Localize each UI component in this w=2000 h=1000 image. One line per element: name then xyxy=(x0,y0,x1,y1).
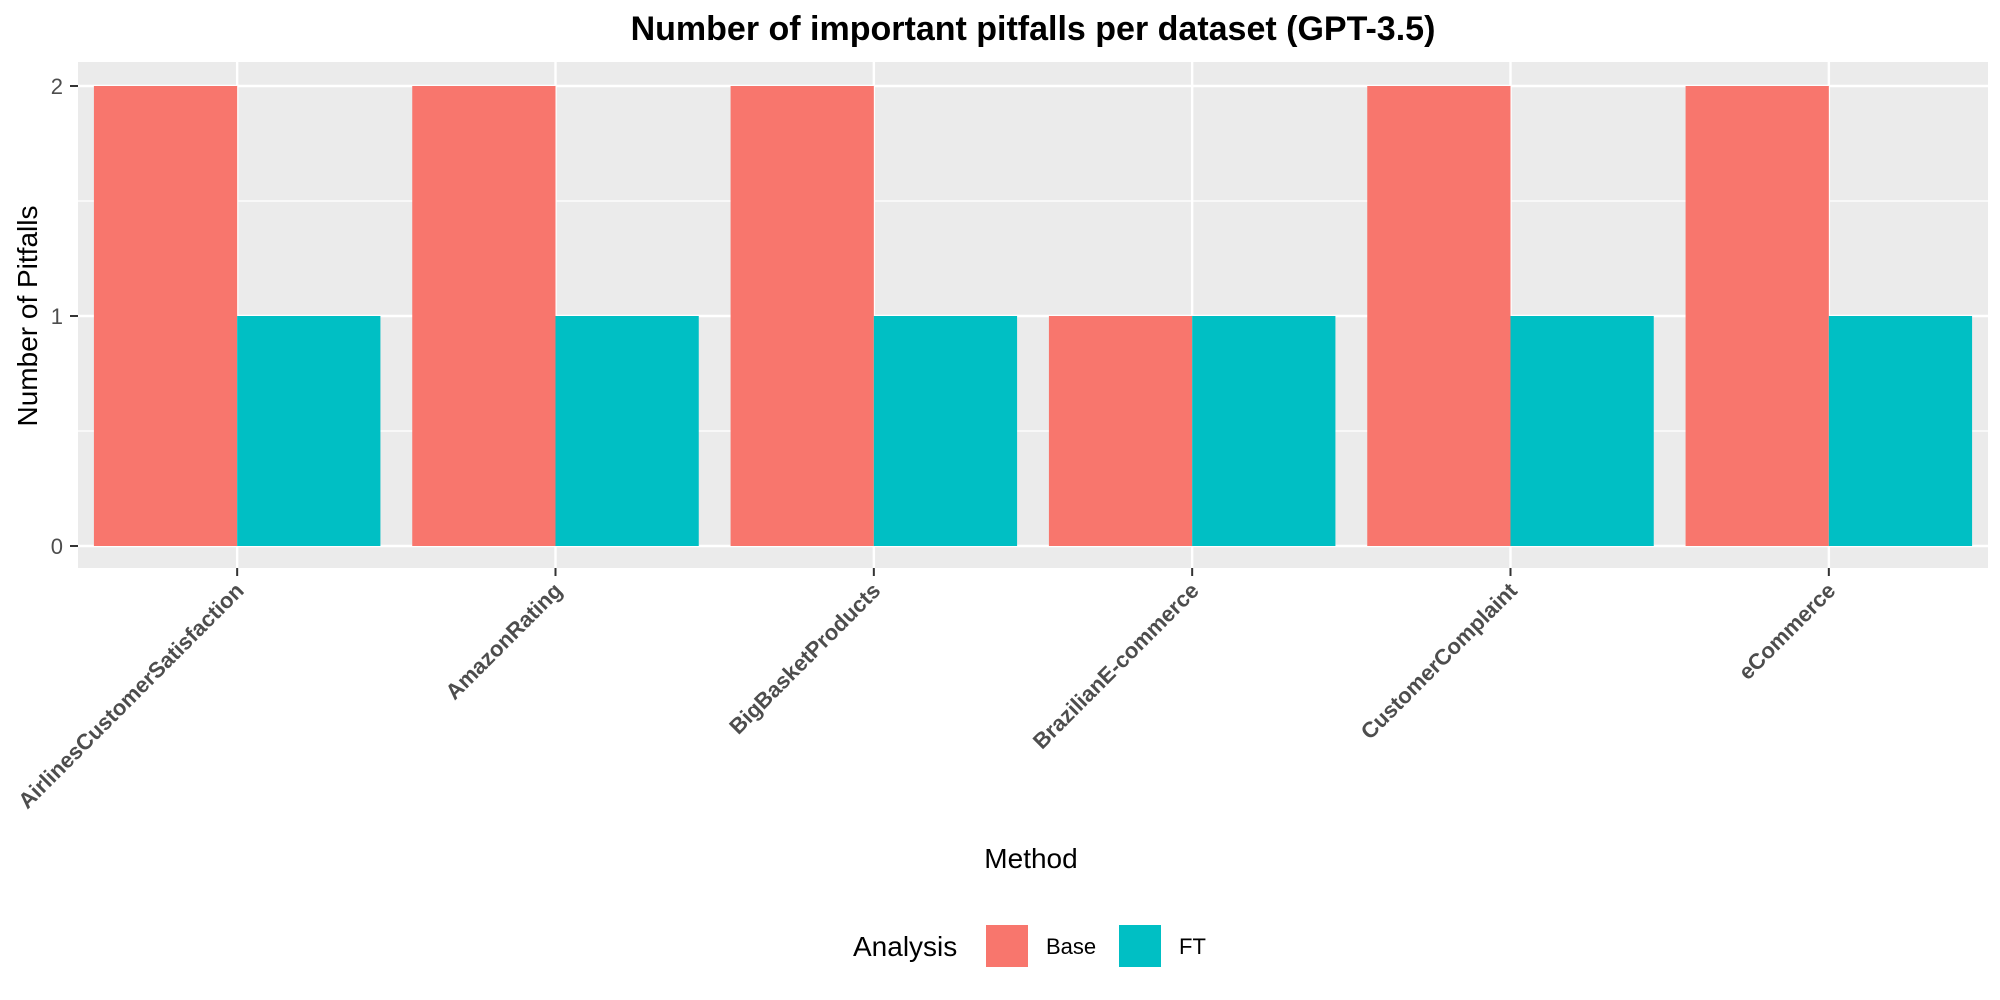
y-tick-label: 1 xyxy=(51,304,63,329)
x-tick-label: AmazonRating xyxy=(440,578,567,705)
x-tick-label: AirlinesCustomerSatisfaction xyxy=(13,578,249,814)
bar-base-ecommerce xyxy=(1685,86,1829,546)
x-axis-title: Method xyxy=(984,843,1077,874)
bar-ft-amazonrating xyxy=(555,316,699,546)
y-tick-label: 0 xyxy=(51,534,63,559)
x-tick-label: BigBasketProducts xyxy=(724,578,885,739)
x-tick-label: eCommerce xyxy=(1734,578,1841,685)
bar-base-airlinescustomersatisfaction xyxy=(93,86,238,546)
legend-title: Analysis xyxy=(853,931,957,962)
bar-ft-braziliane-commerce xyxy=(1192,316,1336,546)
bar-base-bigbasketproducts xyxy=(730,86,874,546)
bars xyxy=(93,86,1973,546)
chart-title: Number of important pitfalls per dataset… xyxy=(631,10,1436,48)
bar-base-customercomplaint xyxy=(1367,86,1511,546)
legend-key-ft xyxy=(1117,923,1163,969)
bar-ft-bigbasketproducts xyxy=(873,316,1018,546)
x-axis: AirlinesCustomerSatisfaction AmazonRating… xyxy=(13,568,1840,813)
bar-base-braziliane-commerce xyxy=(1048,316,1193,546)
legend: Analysis Base FT xyxy=(853,923,1206,969)
x-tick-label: CustomerComplaint xyxy=(1356,577,1523,744)
bar-ft-customercomplaint xyxy=(1510,316,1654,546)
y-tick-label: 2 xyxy=(51,74,63,99)
bar-base-amazonrating xyxy=(412,86,556,546)
x-tick-label: BrazilianE-commerce xyxy=(1028,578,1204,754)
legend-key-base xyxy=(984,923,1030,969)
bar-ft-airlinescustomersatisfaction xyxy=(237,316,381,546)
y-axis: 0 1 2 xyxy=(51,74,78,559)
y-axis-title: Number of Pitfalls xyxy=(12,206,43,427)
legend-label-ft: FT xyxy=(1179,934,1206,959)
legend-label-base: Base xyxy=(1046,934,1096,959)
bar-ft-ecommerce xyxy=(1828,316,1973,546)
